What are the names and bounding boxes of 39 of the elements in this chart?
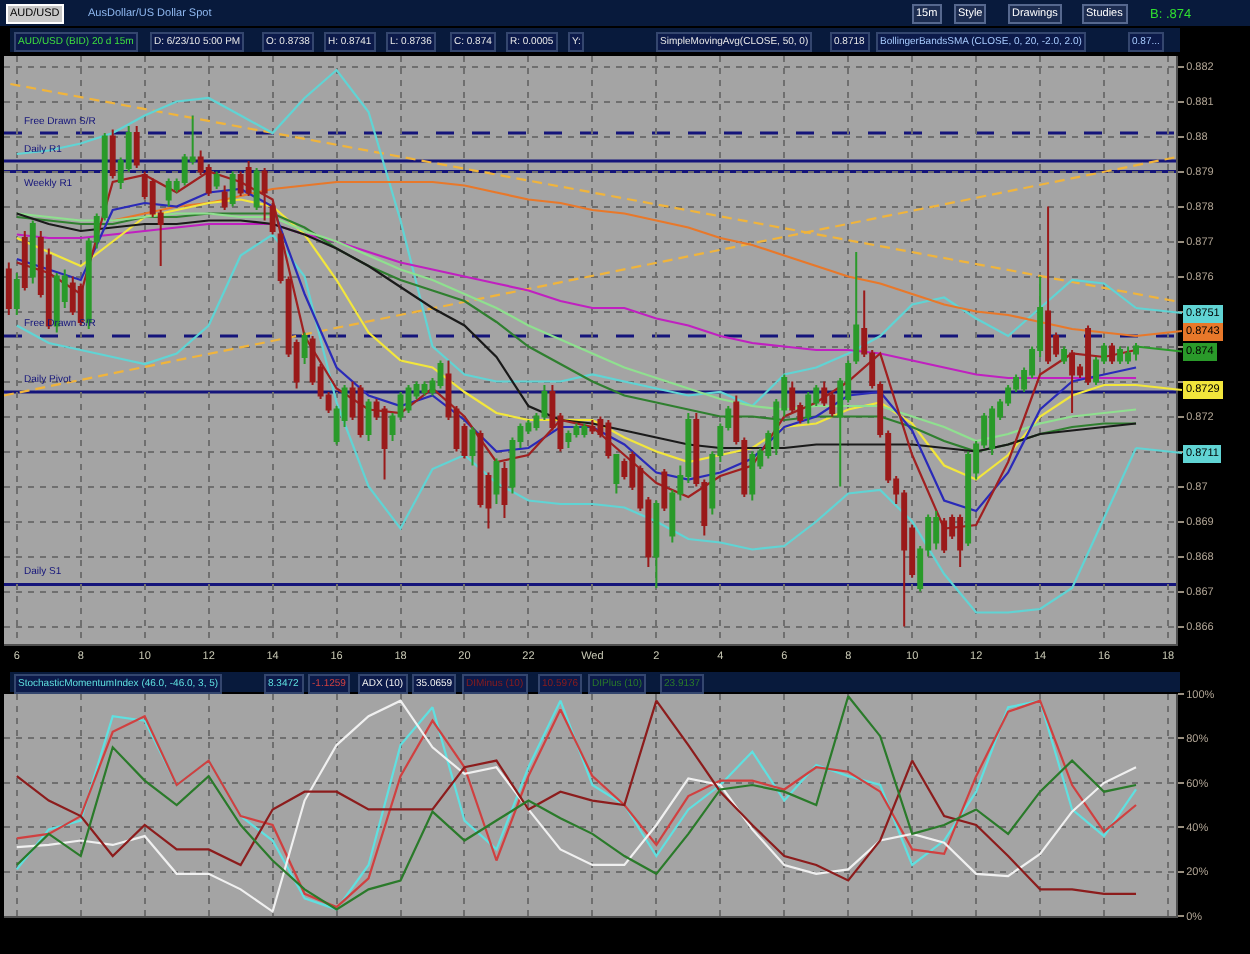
candlestick xyxy=(853,251,860,365)
candlestick xyxy=(1069,349,1076,414)
candlestick xyxy=(357,384,364,439)
candlestick xyxy=(653,499,660,589)
candlestick xyxy=(1109,342,1115,365)
candlestick xyxy=(933,510,940,551)
line-series xyxy=(15,222,1138,380)
candlestick xyxy=(661,468,668,512)
candlestick xyxy=(269,202,276,236)
candlestick xyxy=(21,230,28,292)
candlestick xyxy=(469,426,476,467)
candlestick xyxy=(165,177,172,208)
candlestick xyxy=(749,450,756,502)
candlestick xyxy=(133,125,140,169)
candlestick xyxy=(493,457,500,505)
candlestick xyxy=(605,419,612,460)
candlestick xyxy=(613,454,620,495)
candlestick xyxy=(1061,345,1068,365)
candlestick xyxy=(565,429,572,449)
candlestick xyxy=(365,398,372,442)
candlestick xyxy=(989,405,996,456)
candlestick xyxy=(381,405,388,481)
candlestick xyxy=(1117,345,1123,365)
candlestick xyxy=(1045,205,1052,365)
candlestick xyxy=(221,184,228,211)
candlestick xyxy=(1125,345,1131,365)
candlestick xyxy=(213,170,220,190)
candlestick xyxy=(5,261,12,316)
candlestick xyxy=(501,461,508,519)
candlestick xyxy=(589,419,596,435)
candlestick xyxy=(13,272,20,316)
candlestick xyxy=(301,331,308,365)
candlestick xyxy=(253,167,260,211)
candlestick xyxy=(1085,324,1092,386)
candlestick xyxy=(229,170,236,208)
candlestick xyxy=(29,219,36,285)
candlestick xyxy=(805,391,812,425)
candlestick xyxy=(421,380,428,397)
candlestick xyxy=(581,422,588,439)
